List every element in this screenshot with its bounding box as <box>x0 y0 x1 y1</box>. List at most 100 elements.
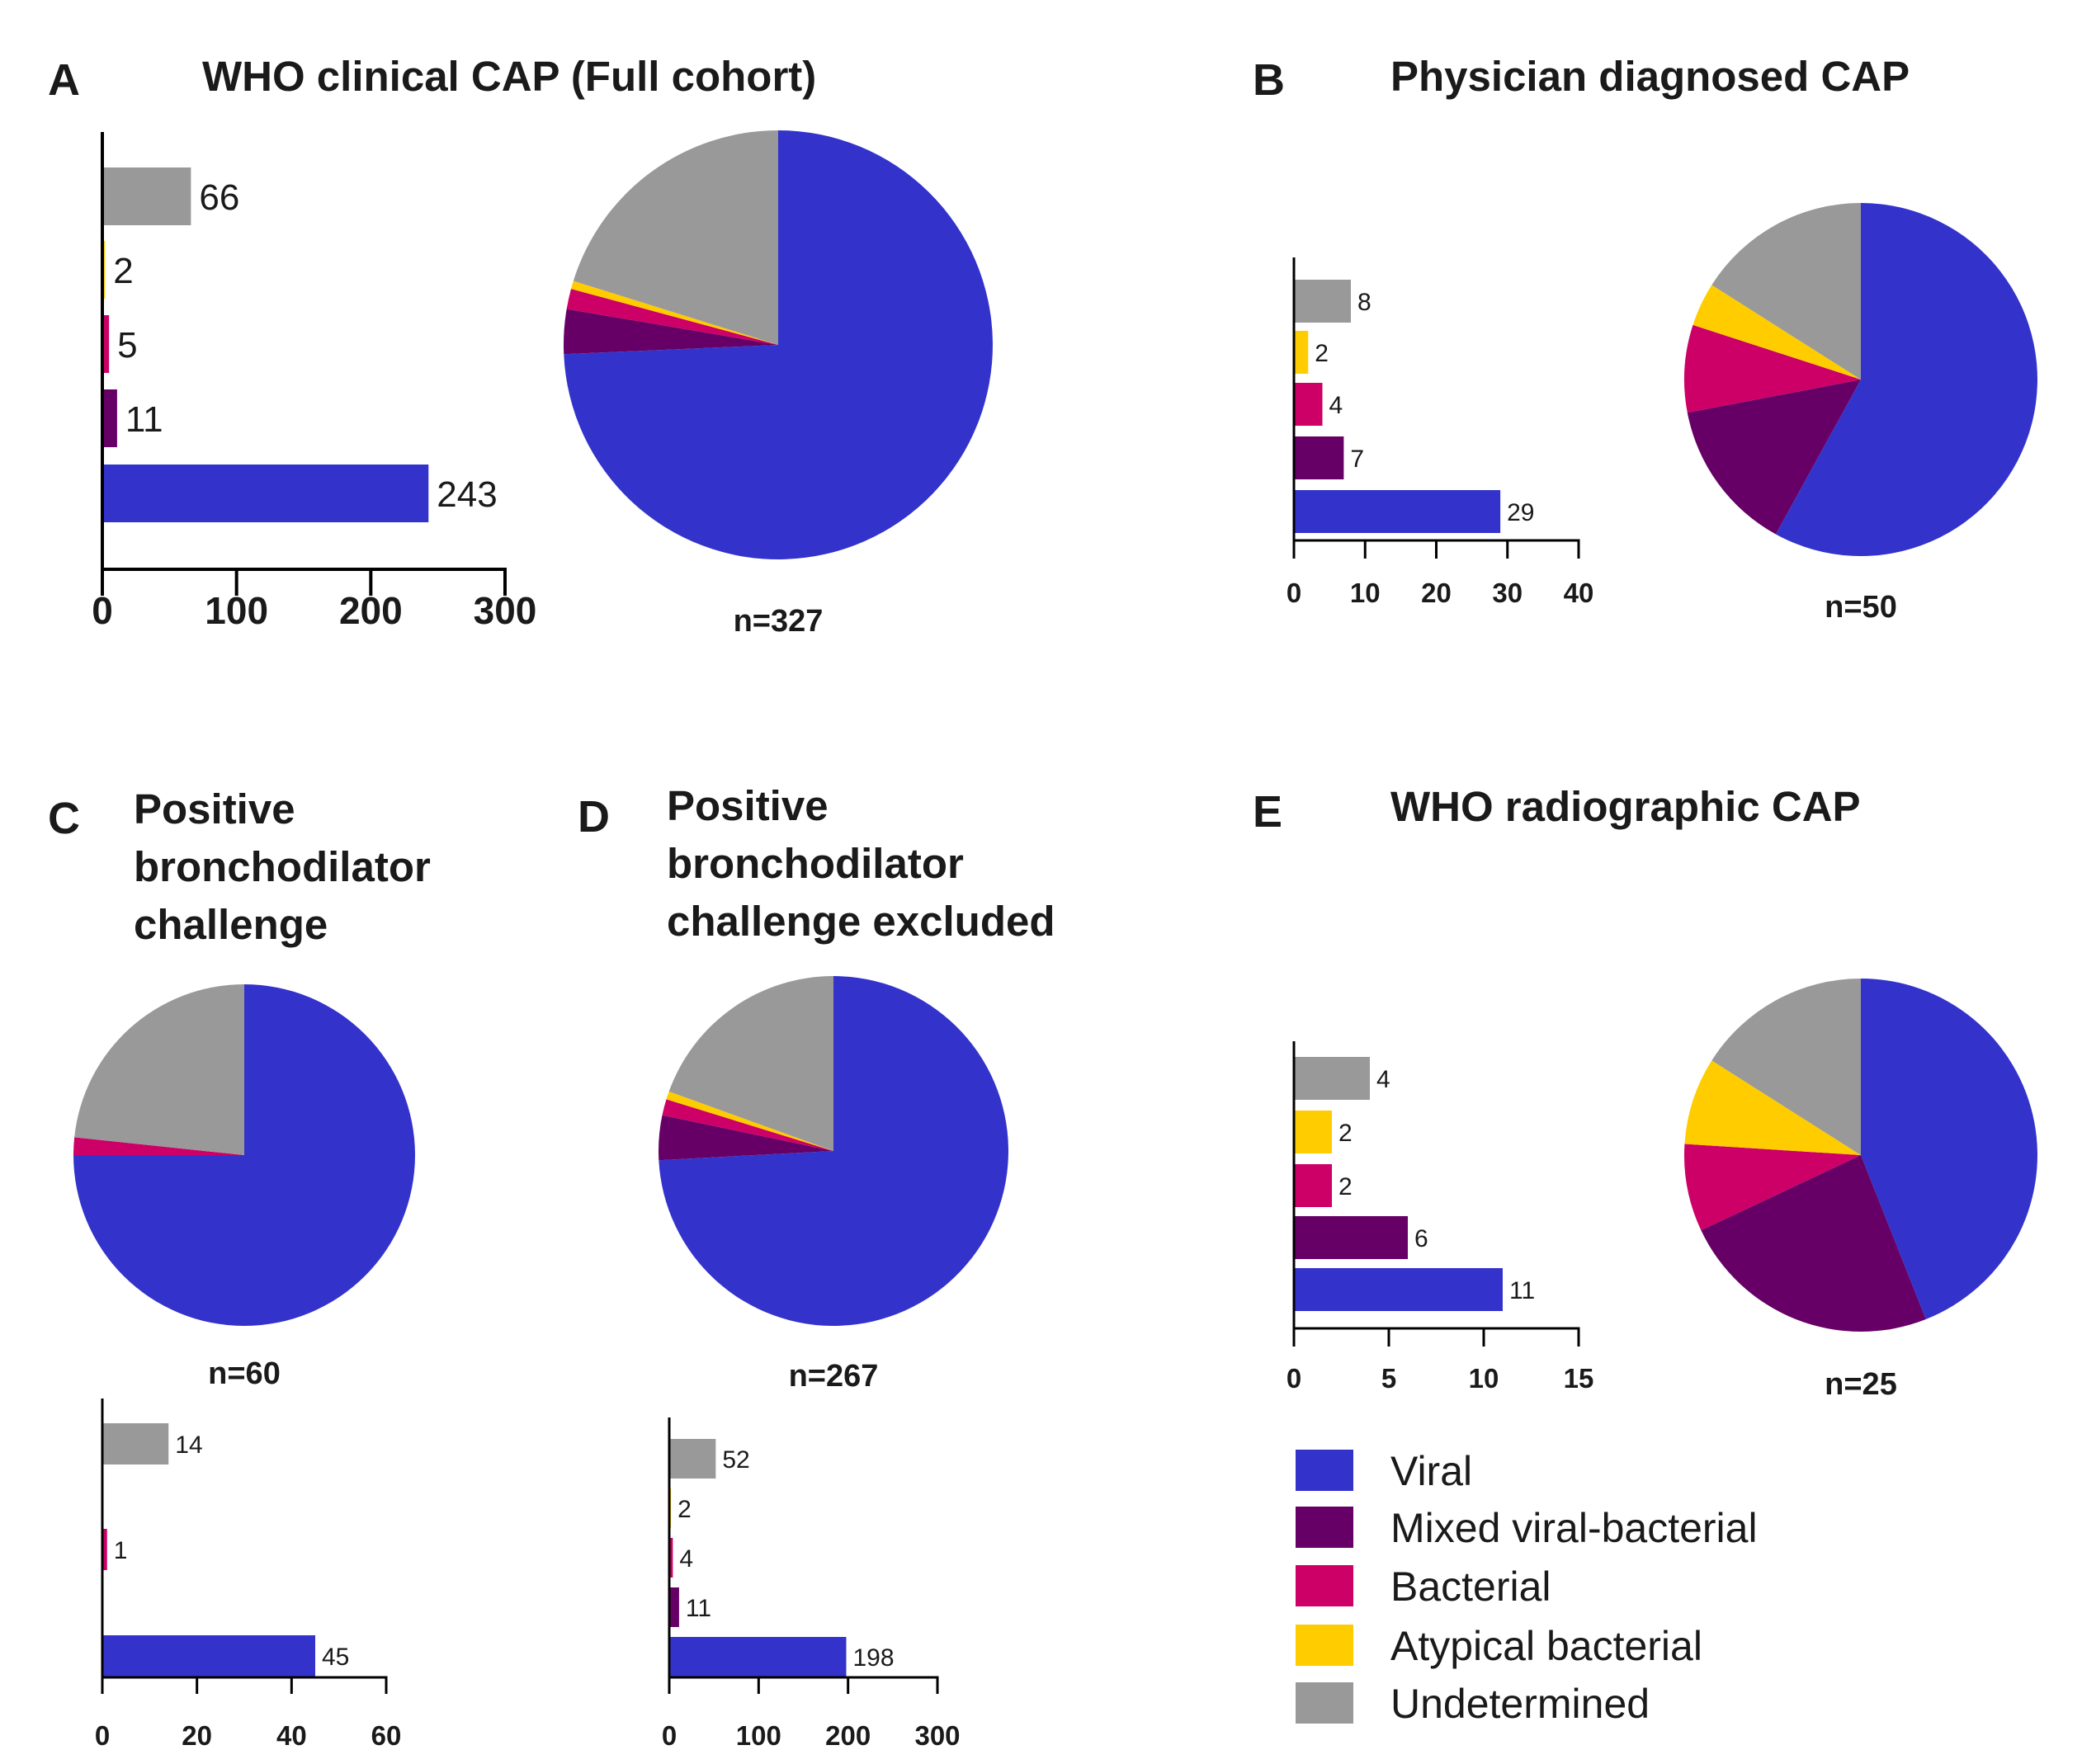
bar-bacterial <box>669 1538 673 1578</box>
pie-slice-viral <box>659 976 1009 1326</box>
panel-b: B Physician diagnosed CAP 8 247 29 0 10 20 30 40 n… <box>1253 53 2037 625</box>
bar-viral <box>1294 1268 1503 1311</box>
pie-chart-a: n=327 <box>563 130 993 639</box>
pie-slice-mixed-viral-bacterial <box>563 309 778 355</box>
panel-title-line: bronchodilator <box>134 843 431 890</box>
pie-slice-atypical-bacterial <box>1693 285 1861 380</box>
pie-slice-bacterial <box>1683 1144 1861 1231</box>
bar-value-label: 4 <box>1329 392 1343 419</box>
panel-title-line: bronchodilator <box>667 840 964 887</box>
bar-viral <box>102 465 429 522</box>
x-tick-label: 40 <box>276 1720 307 1751</box>
pie-slice-undetermined <box>573 130 778 345</box>
pie-slice-atypical-bacterial <box>1684 1060 1861 1155</box>
bar-value-label: 52 <box>722 1446 749 1474</box>
panel-title-line: Positive <box>134 785 295 832</box>
pie-slice-atypical-bacterial <box>666 1091 833 1151</box>
x-tick-label: 20 <box>1421 578 1452 608</box>
legend-swatch-atypical-bacterial <box>1296 1625 1353 1666</box>
bar-undetermined <box>1294 1057 1370 1100</box>
bar-value-label: 6 <box>1414 1225 1428 1252</box>
x-tick-label: 0 <box>662 1720 677 1751</box>
bar-value-label: 1 <box>114 1537 128 1564</box>
x-tick-label: 0 <box>1286 578 1301 608</box>
bar-mixed-viral-bacterial <box>102 389 117 447</box>
pie-chart-b: n=50 <box>1683 202 2037 625</box>
bar-atypical-bacterial <box>1294 331 1309 374</box>
bar-value-label: 5 <box>117 325 137 366</box>
bar-mixed-viral-bacterial <box>1294 436 1344 479</box>
pie-chart-d: n=267 <box>659 976 1009 1394</box>
bar-chart-b: 8 247 29 0 10 20 30 40 <box>1286 257 1594 608</box>
x-tick-label: 10 <box>1350 578 1381 608</box>
panel-letter-b: B <box>1253 55 1285 105</box>
x-tick-label: 60 <box>371 1720 402 1751</box>
pie-slice-mixed-viral-bacterial <box>1687 380 1861 535</box>
bar-value-label: 11 <box>125 399 163 440</box>
panel-title-line: WHO radiographic CAP <box>1390 783 1861 830</box>
pie-slice-mixed-viral-bacterial <box>659 1115 833 1161</box>
bar-chart-d: 52 2 4 11 198 0 100 200 300 <box>662 1417 961 1751</box>
bar-chart-a: 66 2 5 11 243 0 100 200 300 <box>92 132 536 632</box>
bar-bacterial <box>1294 383 1323 426</box>
bar-value-label: 29 <box>1507 499 1534 526</box>
bar-value-label: 4 <box>1376 1066 1390 1093</box>
bar-value-label: 45 <box>322 1644 349 1671</box>
pie-slice-viral <box>564 130 993 559</box>
x-tick-label: 300 <box>914 1720 960 1751</box>
legend-swatch-viral <box>1296 1450 1353 1491</box>
pie-slice-viral <box>1775 203 2037 556</box>
x-tick-label: 0 <box>1286 1363 1301 1394</box>
pie-n-label: n=267 <box>789 1359 879 1394</box>
x-tick-label: 20 <box>182 1720 212 1751</box>
bar-value-label: 7 <box>1350 446 1364 473</box>
bar-bacterial <box>1294 1164 1332 1207</box>
pie-slice-mixed-viral-bacterial <box>1701 1155 1926 1332</box>
bar-undetermined <box>102 167 191 225</box>
x-tick-label: 5 <box>1381 1363 1396 1394</box>
panel-title-line: challenge excluded <box>667 898 1055 945</box>
bar-bacterial <box>102 1529 107 1570</box>
bar-viral <box>102 1635 315 1677</box>
pie-n-label: n=25 <box>1825 1367 1897 1402</box>
bar-value-label: 2 <box>1338 1173 1353 1200</box>
x-tick-label: 0 <box>92 589 113 632</box>
x-tick-label: 40 <box>1564 578 1594 608</box>
pie-chart-e: n=25 <box>1683 978 2037 1402</box>
x-tick-label: 10 <box>1469 1363 1499 1394</box>
pie-n-label: n=50 <box>1825 590 1897 625</box>
x-tick-label: 100 <box>205 589 268 632</box>
panel-title-line: WHO clinical CAP (Full cohort) <box>202 53 816 100</box>
bar-value-label: 198 <box>853 1644 895 1672</box>
bar-value-label: 66 <box>199 177 239 218</box>
x-tick-label: 0 <box>95 1720 110 1751</box>
pie-slice-undetermined <box>74 984 244 1155</box>
panel-title-line: Positive <box>667 782 829 829</box>
panel-letter-e: E <box>1253 787 1282 837</box>
bar-value-label: 2 <box>1338 1120 1353 1147</box>
bar-value-label: 11 <box>1509 1277 1535 1304</box>
panel-d: D Positive bronchodilator challenge exclude… <box>578 782 1055 1751</box>
bar-value-label: 8 <box>1357 289 1371 316</box>
x-tick-label: 100 <box>736 1720 781 1751</box>
pie-n-label: n=327 <box>734 604 824 639</box>
panel-c: C Positive bronchodilator challenge 14 1 45 0 20… <box>48 785 431 1751</box>
panel-a: A WHO clinical CAP (Full cohort) 66 2 5 11 243… <box>48 53 993 639</box>
x-tick-label: 30 <box>1492 578 1523 608</box>
pie-slice-bacterial <box>73 1137 244 1155</box>
panel-letter-d: D <box>578 792 610 842</box>
legend: Viral Mixed viral-bacterial Bacterial Atypi… <box>1296 1448 1758 1727</box>
bar-mixed-viral-bacterial <box>669 1587 679 1627</box>
pie-slice-bacterial <box>662 1099 833 1151</box>
legend-label: Mixed viral-bacterial <box>1390 1505 1758 1551</box>
x-tick-label: 300 <box>474 589 537 632</box>
bar-undetermined <box>1294 280 1351 323</box>
bar-value-label: 2 <box>113 251 133 291</box>
bar-value-label: 2 <box>1315 340 1329 367</box>
pie-slice-bacterial <box>1683 324 1861 413</box>
bar-value-label: 11 <box>686 1595 711 1622</box>
bar-mixed-viral-bacterial <box>1294 1216 1408 1259</box>
x-tick-label: 200 <box>339 589 403 632</box>
